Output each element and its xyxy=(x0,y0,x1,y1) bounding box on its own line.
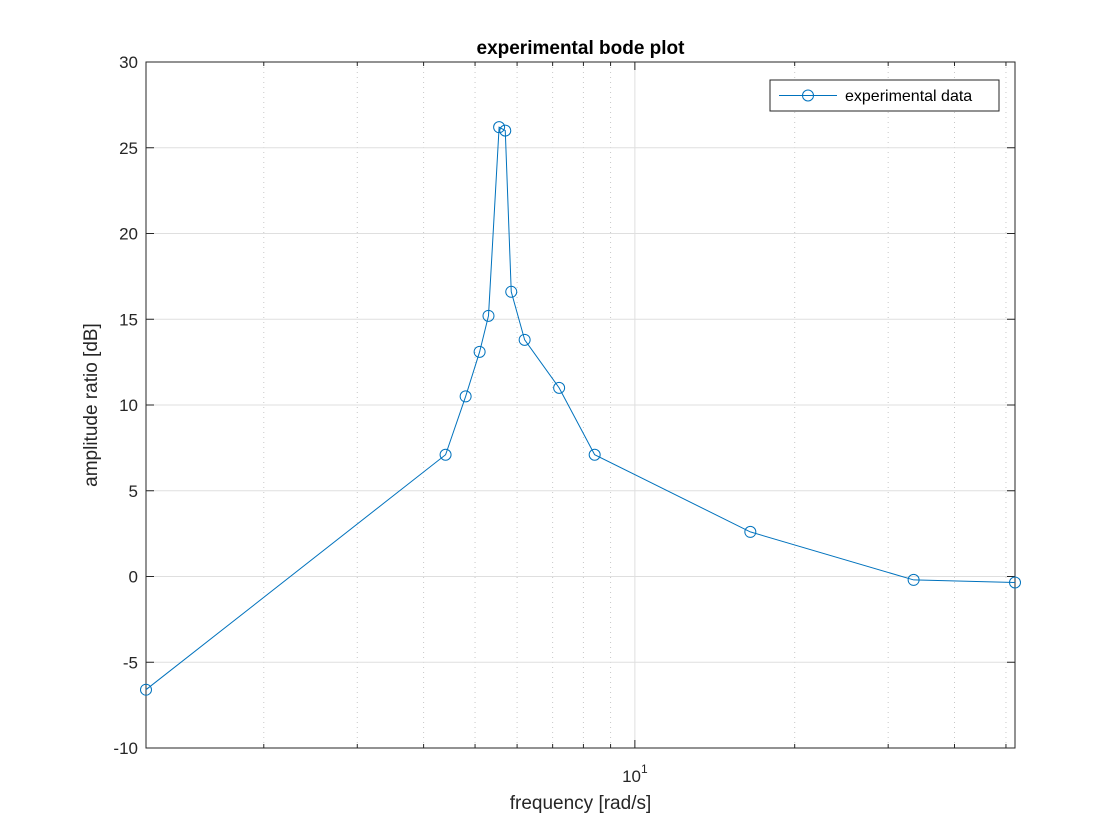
y-tick-label: -10 xyxy=(113,739,138,758)
series-line-experimental-data xyxy=(145,126,1016,691)
data-point xyxy=(518,333,531,346)
data-point xyxy=(553,381,566,394)
data-point xyxy=(588,448,601,461)
data-point xyxy=(499,124,512,137)
series-layer xyxy=(140,121,1021,696)
y-tick-label: -5 xyxy=(123,653,138,672)
y-axis-label: amplitude ratio [dB] xyxy=(81,323,102,487)
major-grid xyxy=(146,62,1015,748)
y-tick-label: 15 xyxy=(119,310,138,329)
legend-entry-experimental-data: experimental data xyxy=(845,88,972,105)
data-point xyxy=(439,448,452,461)
data-point xyxy=(473,345,486,358)
data-point xyxy=(459,390,472,403)
y-tick-label: 30 xyxy=(119,53,138,72)
data-point xyxy=(1009,576,1021,589)
data-point xyxy=(907,573,920,586)
y-tick-labels: -10 -5 0 5 10 15 20 25 30 xyxy=(113,53,138,758)
legend: experimental data xyxy=(769,79,1000,112)
x-tick-labels: 101 xyxy=(622,762,648,786)
legend-marker-sample xyxy=(802,89,814,102)
y-tick-label: 0 xyxy=(129,568,138,587)
y-tick-label: 5 xyxy=(129,482,138,501)
chart-title: experimental bode plot xyxy=(477,38,686,59)
data-point xyxy=(140,683,152,696)
x-tick-label-base: 10 xyxy=(622,767,641,786)
data-point xyxy=(482,309,495,322)
data-point xyxy=(744,525,757,538)
y-tick-label: 20 xyxy=(119,225,138,244)
x-tick-label: 101 xyxy=(622,762,648,786)
axis-ticks xyxy=(146,61,1015,749)
data-point xyxy=(493,121,506,134)
y-tick-label: 25 xyxy=(119,139,138,158)
x-axis-label: frequency [rad/s] xyxy=(510,793,652,814)
y-tick-label: 10 xyxy=(119,396,138,415)
data-point xyxy=(505,285,518,298)
x-tick-label-exponent: 1 xyxy=(641,762,648,776)
